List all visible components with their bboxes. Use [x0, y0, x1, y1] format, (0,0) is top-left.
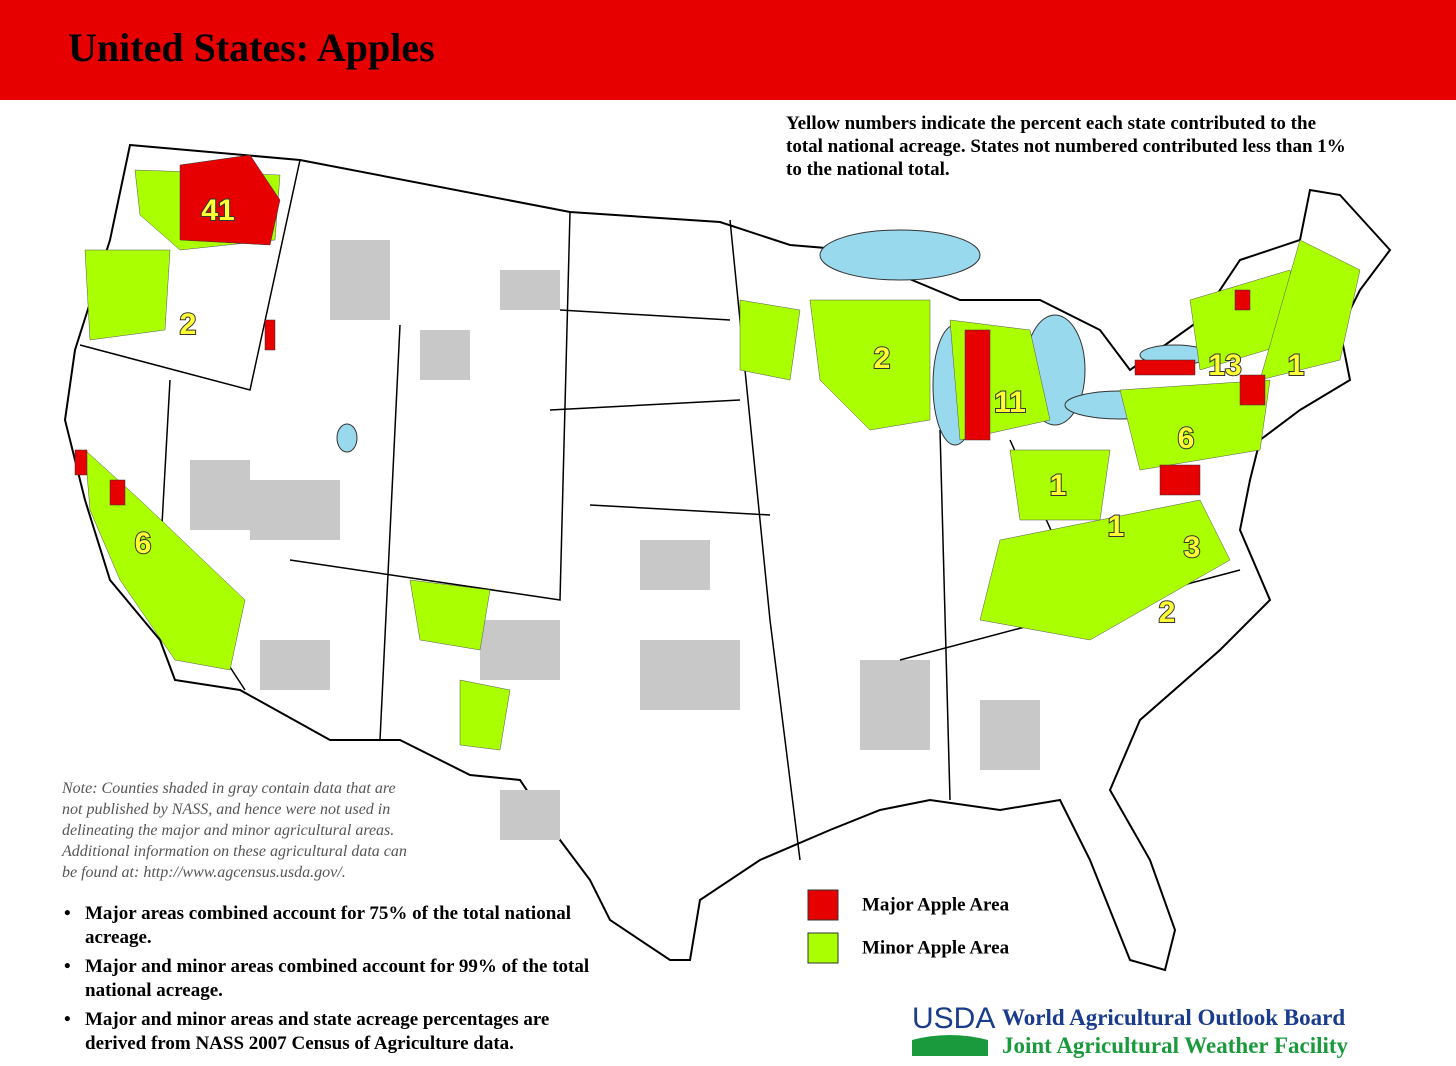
legend-label: Major Apple Area	[862, 894, 1010, 915]
legend-swatch	[807, 889, 839, 921]
note: Note: Counties shaded in gray contain da…	[62, 778, 407, 883]
state-percent: 1	[1288, 349, 1305, 382]
state-percent: 2	[1159, 596, 1176, 629]
note-line: Additional information on these agricult…	[62, 843, 407, 860]
major-areas	[74, 154, 1266, 506]
gray-counties	[190, 240, 1040, 840]
state-percent: 6	[1178, 422, 1195, 455]
bullet-list: Major areas combined account for 75% of …	[62, 902, 602, 1061]
note-line: be found at: http://www.agcensus.usda.go…	[62, 864, 346, 881]
legend-swatch	[807, 932, 839, 964]
bullet: Major areas combined account for 75% of …	[62, 902, 602, 950]
state-percent: 41	[201, 194, 234, 227]
bullet: Major and minor areas combined account f…	[62, 955, 602, 1003]
state-percent: 2	[180, 308, 197, 341]
state-percent: 11	[994, 386, 1026, 419]
state-percent: 6	[135, 527, 152, 560]
title: United States: Apples	[68, 25, 435, 70]
logo-swoosh	[912, 1035, 988, 1056]
state-percent: 1	[1050, 469, 1067, 502]
logo: USDA	[912, 1002, 995, 1035]
header-band	[0, 0, 1456, 100]
state-percent: 1	[1108, 510, 1125, 543]
state-percent: 13	[1208, 349, 1241, 382]
footer-line: World Agricultural Outlook Board	[1002, 1005, 1345, 1030]
footer-line: Joint Agricultural Weather Facility	[1002, 1033, 1349, 1058]
note-line: not published by NASS, and hence were no…	[62, 801, 391, 818]
note-line: delineating the major and minor agricult…	[62, 822, 395, 839]
state-percent: 3	[1184, 531, 1201, 564]
note-line: Note: Counties shaded in gray contain da…	[62, 780, 396, 797]
bullet: Major and minor areas and state acreage …	[62, 1008, 602, 1056]
state-percent: 2	[874, 342, 891, 375]
legend-label: Minor Apple Area	[862, 937, 1010, 958]
intro-text: Yellow numbers indicate the percent each…	[786, 113, 1346, 180]
